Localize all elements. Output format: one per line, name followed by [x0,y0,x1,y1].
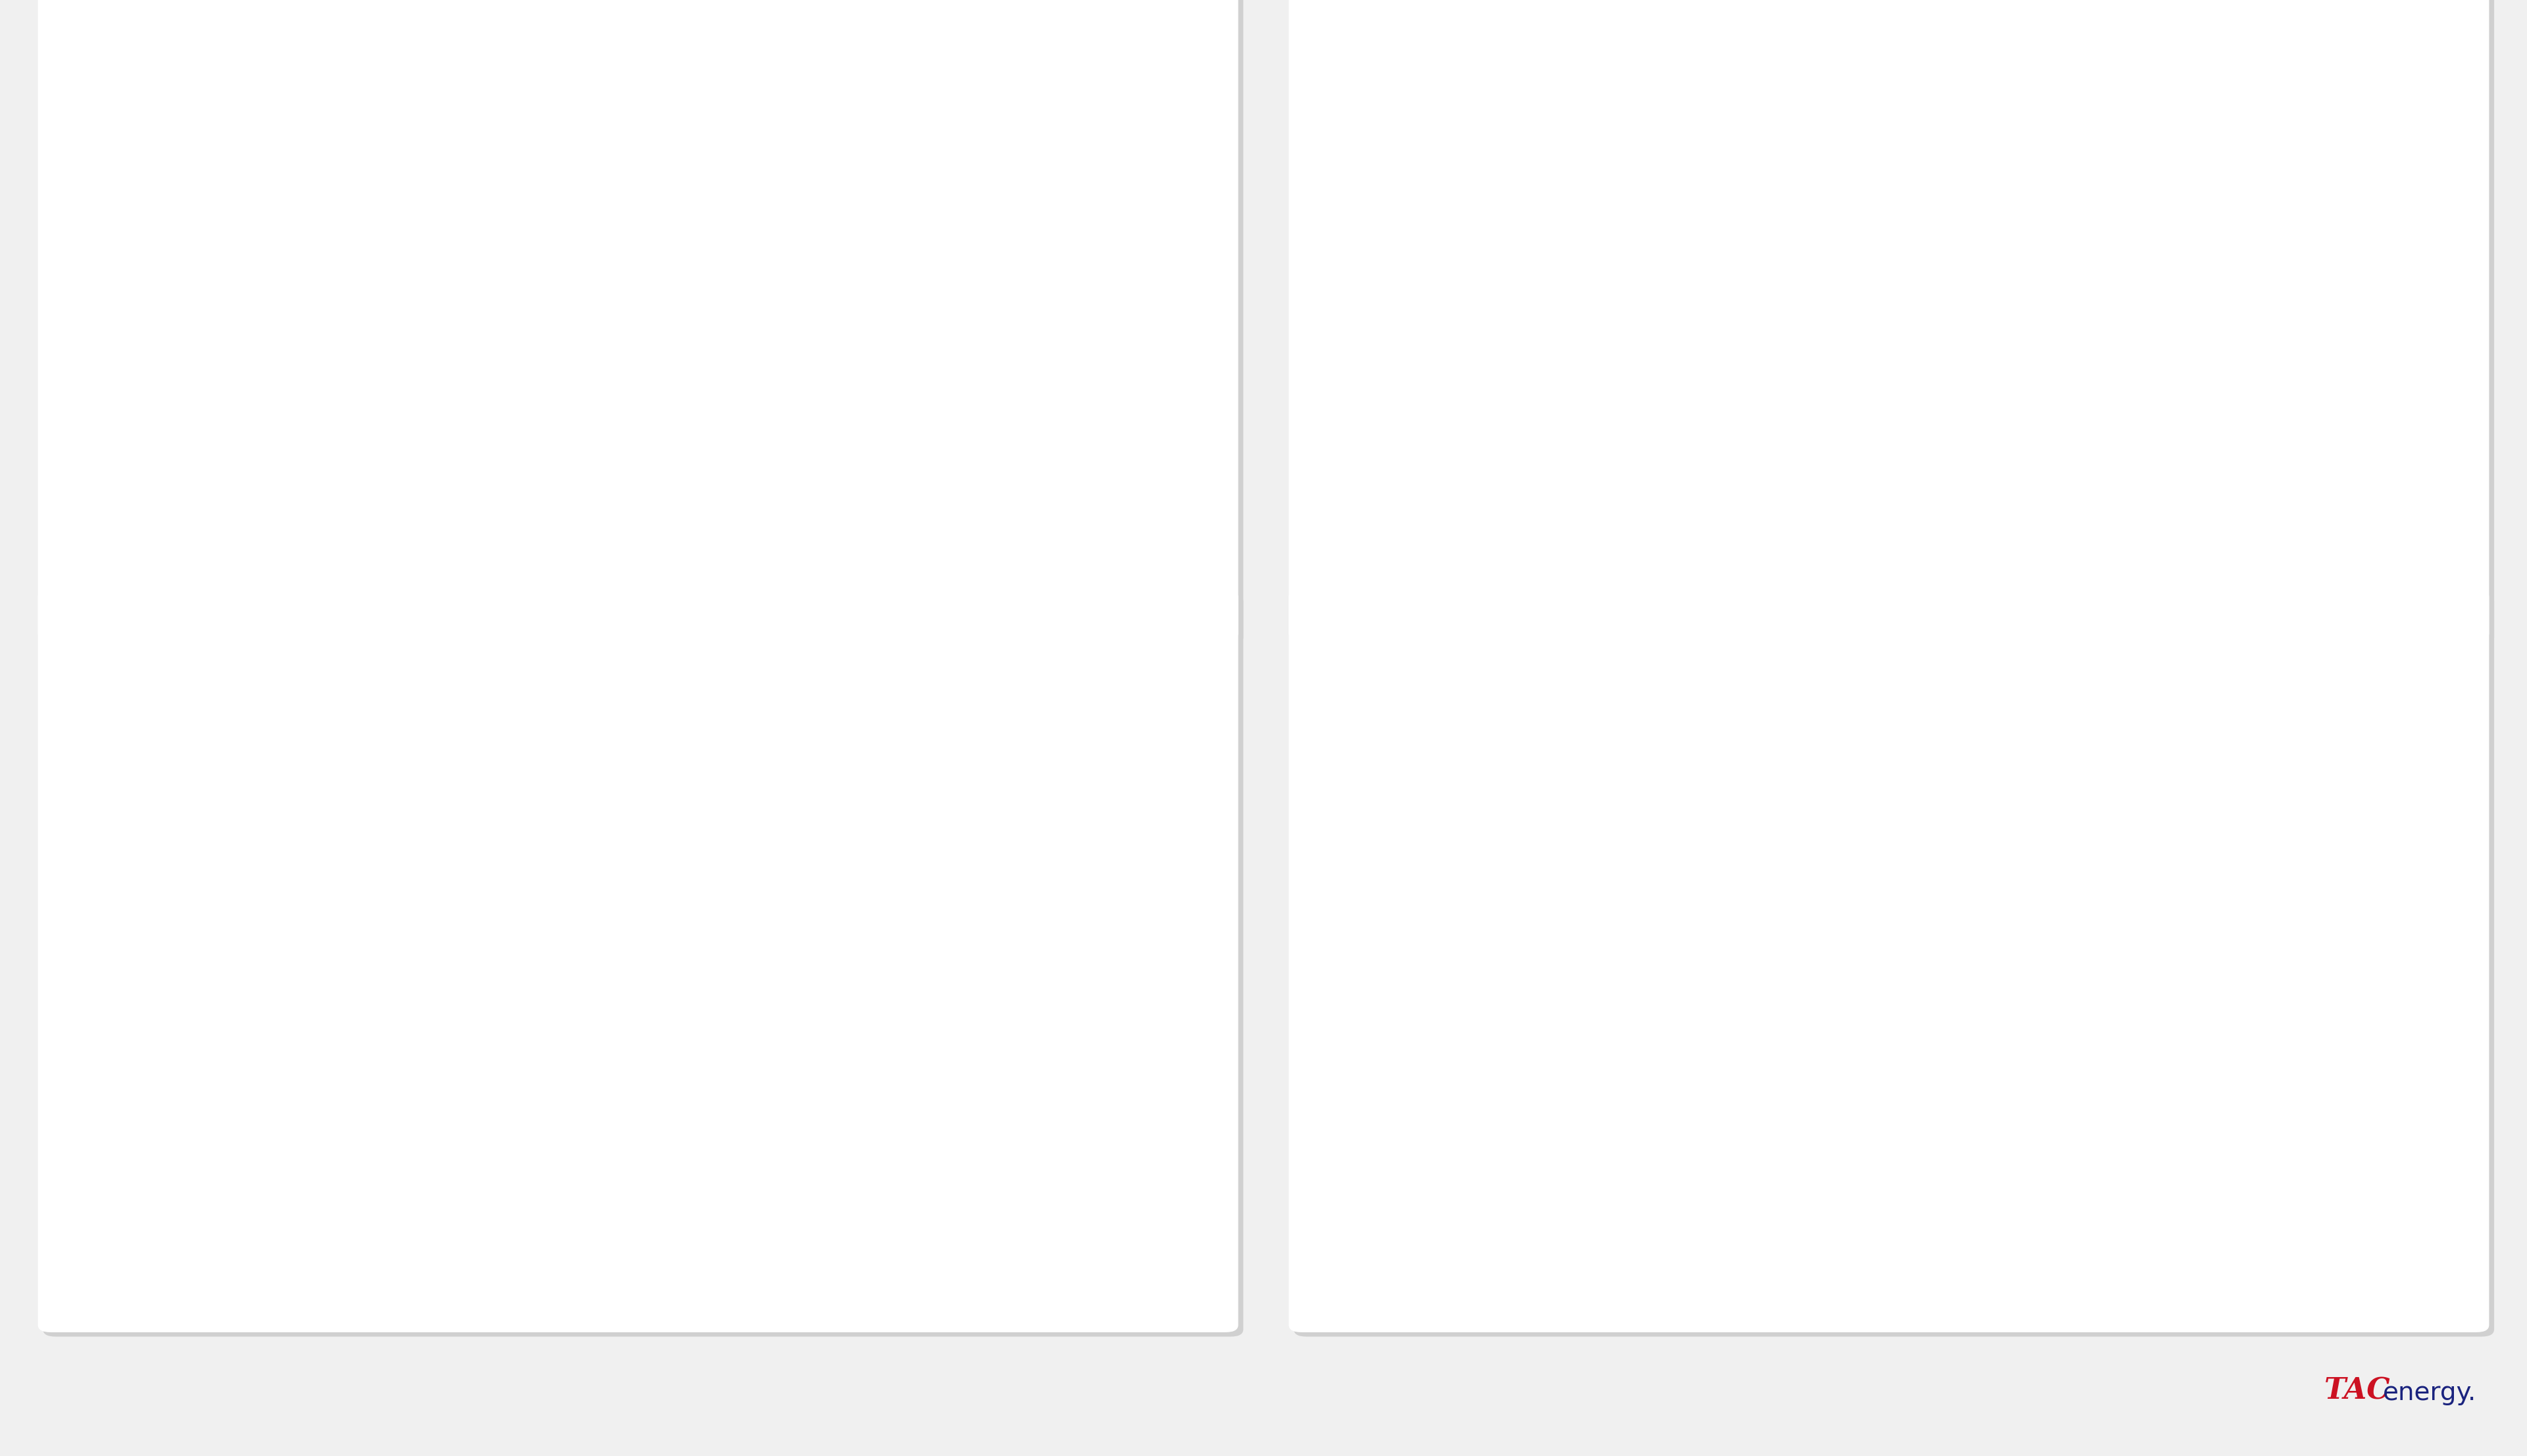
Point [1471,719,1511,743]
Legend: 2025, 2024, 2023, Avg. [20-24], Range [20-24]: 2025, 2024, 2023, Avg. [20-24], Range [2… [1711,614,2095,629]
Title: Refinery Thruput Capacity PADD 3: Refinery Thruput Capacity PADD 3 [1736,657,2070,674]
Point [131,783,172,807]
Point [1382,463,1423,486]
Point [131,342,172,365]
Point [220,734,260,757]
Point [220,335,260,358]
Point [1425,719,1466,743]
Point [1471,460,1511,483]
Point [1382,719,1423,743]
Title: Refinery Thruput Capacity PADD 2: Refinery Thruput Capacity PADD 2 [485,657,819,674]
Text: TAC: TAC [2325,1377,2391,1405]
Text: (kbd): (kbd) [634,651,670,665]
Point [174,339,215,363]
Legend: 2025, 2024, 2023, Avg. [20-24], Range [20-24]: 2025, 2024, 2023, Avg. [20-24], Range [2… [460,614,844,629]
Point [174,759,215,782]
Text: (kbd): (kbd) [1885,651,1921,665]
Text: energy.: energy. [2383,1380,2476,1405]
Point [1425,462,1466,485]
